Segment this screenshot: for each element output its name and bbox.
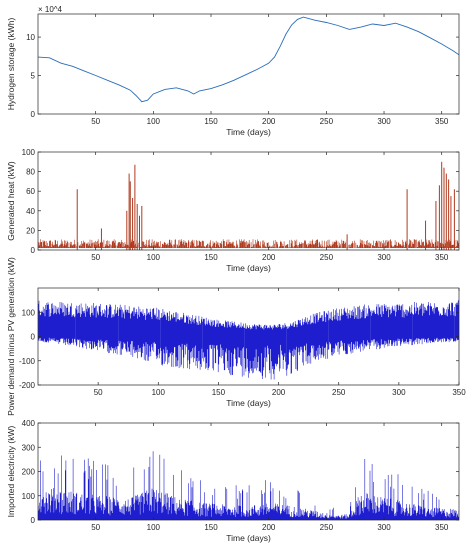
x-axis-label: Time (days) — [226, 398, 271, 408]
demand-trace — [38, 300, 459, 380]
x-tick-label: 200 — [272, 388, 286, 397]
x-tick-label: 350 — [435, 253, 449, 262]
x-axis-label: Time (days) — [226, 533, 271, 543]
y-tick-label: 80 — [26, 168, 35, 177]
y-tick-label: 100 — [22, 148, 36, 157]
baseline-band — [38, 239, 459, 248]
y-tick-label: 0 — [31, 516, 36, 525]
y-axis-label: Power demand minus PV generation (kW) — [6, 257, 16, 416]
x-tick-label: 150 — [204, 523, 218, 532]
x-tick-label: 100 — [147, 117, 161, 126]
chart-panel-3: 50 100 150 200 250 300 350 -200 -100 0 100 Time (da… — [6, 257, 466, 416]
y-tick-label: 0 — [31, 333, 36, 342]
x-tick-label: 250 — [320, 523, 334, 532]
x-tick-label: 300 — [377, 253, 391, 262]
x-tick-label: 250 — [332, 388, 346, 397]
x-tick-label: 200 — [262, 523, 276, 532]
x-tick-label: 150 — [204, 117, 218, 126]
y-tick-label: 300 — [22, 443, 36, 452]
y-tick-label: 100 — [22, 308, 36, 317]
series-line — [38, 16, 459, 103]
y-tick-label: 5 — [31, 72, 36, 81]
x-tick-label: 50 — [94, 388, 103, 397]
x-tick-label: 250 — [320, 117, 334, 126]
y-tick-label: -100 — [19, 357, 36, 366]
y-tick-label: 20 — [26, 226, 35, 235]
y-axis-label: Imported electricity (kW) — [6, 426, 16, 518]
y-tick-label: 60 — [26, 187, 35, 196]
x-axis-label: Time (days) — [226, 263, 271, 273]
y-tick-label: 100 — [22, 492, 36, 501]
y-tick-label: -200 — [19, 381, 36, 390]
plot-area — [38, 300, 459, 380]
axes-box — [37, 151, 460, 251]
x-tick-label: 50 — [91, 523, 100, 532]
import-trace — [38, 451, 459, 520]
y-tick-label: 400 — [22, 419, 36, 428]
x-tick-label: 200 — [262, 253, 276, 262]
x-tick-label: 350 — [435, 117, 449, 126]
y-exponent-label: × 10^4 — [38, 5, 63, 14]
y-tick-label: 40 — [26, 207, 35, 216]
y-tick-label: 0 — [31, 110, 36, 119]
x-tick-label: 100 — [147, 523, 161, 532]
y-tick-label: 0 — [31, 246, 36, 255]
x-tick-label: 100 — [152, 388, 166, 397]
y-tick-label: 200 — [22, 468, 36, 477]
x-tick-label: 200 — [262, 117, 276, 126]
x-tick-label: 150 — [212, 388, 226, 397]
x-tick-label: 150 — [204, 253, 218, 262]
plot-area — [38, 16, 459, 103]
plot-area — [38, 451, 459, 520]
chart-panel-2: 50 100 150 200 250 300 350 0 20 40 60 80 100 Time (da… — [6, 148, 460, 273]
x-tick-label: 100 — [147, 253, 161, 262]
x-tick-label: 350 — [452, 388, 466, 397]
x-tick-label: 300 — [377, 117, 391, 126]
x-tick-label: 50 — [91, 253, 100, 262]
x-axis-label: Time (days) — [226, 127, 271, 137]
y-axis-label: Hydrogen storage (kWh) — [6, 18, 16, 111]
x-tick-label: 250 — [320, 253, 334, 262]
x-tick-label: 300 — [392, 388, 406, 397]
y-tick-label: 10 — [26, 33, 35, 42]
x-tick-label: 350 — [435, 523, 449, 532]
x-tick-label: 50 — [91, 117, 100, 126]
chart-panel-1: 50 100 150 200 250 300 350 0 5 10 Time (days) Hydro… — [6, 5, 460, 137]
y-axis-label: Generated heat (kW) — [6, 161, 16, 241]
x-tick-label: 300 — [377, 523, 391, 532]
chart-panel-4: 50 100 150 200 250 300 350 0 100 200 300 400 Time (d… — [6, 419, 460, 543]
axes-box — [37, 13, 460, 115]
plot-area — [38, 161, 459, 250]
